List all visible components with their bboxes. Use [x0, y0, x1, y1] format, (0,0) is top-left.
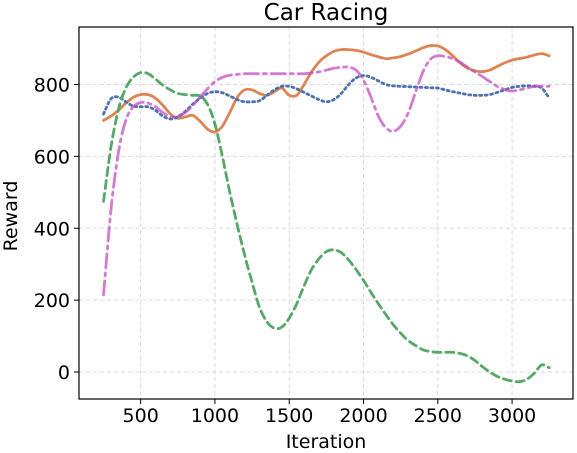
y-axis-label: Reward [0, 181, 22, 252]
y-tick-label: 800 [34, 75, 70, 97]
x-tick-label: 3000 [488, 405, 536, 427]
x-tick-label: 1000 [191, 405, 239, 427]
y-tick-label: 0 [58, 362, 70, 384]
plot-series [102, 44, 551, 384]
y-tick-label: 600 [34, 146, 70, 168]
x-tick-label: 2000 [339, 405, 387, 427]
series-line-3 [102, 70, 551, 384]
x-tick-label: 500 [123, 405, 159, 427]
x-tick-label: 2500 [414, 405, 462, 427]
series-line-4 [102, 54, 551, 297]
plot-frame [78, 26, 574, 400]
chart-title: Car Racing [264, 0, 389, 26]
x-tick-label: 1500 [265, 405, 313, 427]
axis-ticks: 500 1000 1500 2000 2500 3000 0 200 400 600 800 [34, 75, 537, 427]
y-tick-label: 400 [34, 218, 70, 240]
grid [79, 27, 573, 399]
y-tick-label: 200 [34, 290, 70, 312]
x-axis-label: Iteration [286, 431, 367, 453]
series-line-2 [102, 74, 551, 121]
